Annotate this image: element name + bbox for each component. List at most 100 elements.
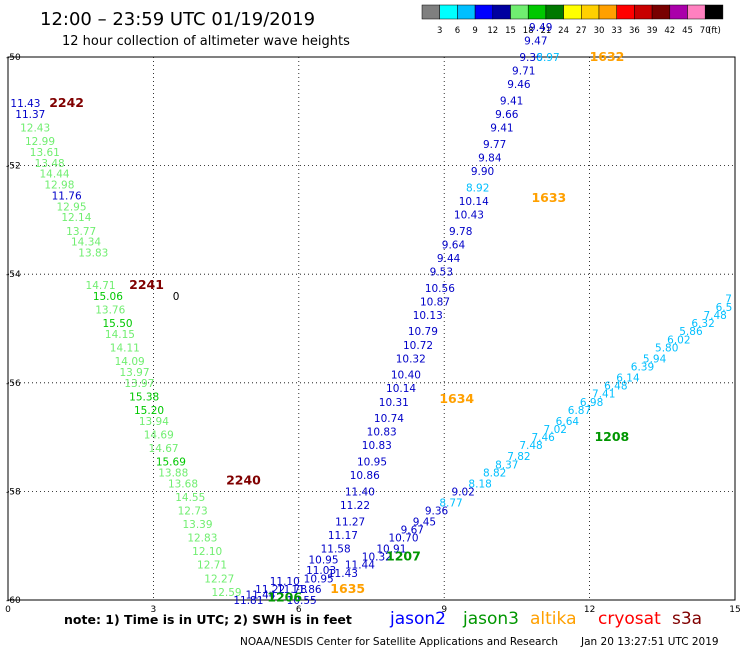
point-2-19: 6.87	[568, 405, 591, 417]
point-1-13: 11.40	[345, 486, 375, 498]
point-1-37: 9.77	[483, 139, 506, 151]
point-0-34: 12.83	[187, 533, 217, 545]
point-1-42: 9.71	[512, 66, 535, 78]
point-0-14: 14.71	[86, 280, 116, 292]
point-2-26: 5.80	[655, 343, 678, 355]
point-0-3: 12.99	[25, 136, 55, 148]
pass-label-6: 2240	[226, 473, 261, 488]
colorbar-label-4: 15	[505, 26, 516, 36]
point-1-39: 9.66	[495, 109, 519, 121]
point-0-12: 14.34	[71, 237, 101, 249]
point-1-32: 10.43	[454, 209, 484, 221]
point-2-13: 8.37	[495, 459, 518, 471]
point-0-2: 12.43	[20, 123, 50, 135]
point-1-4: 11.78	[277, 584, 307, 596]
colorbar-label-9: 30	[594, 26, 605, 36]
point-2-18: 6.64	[556, 416, 580, 428]
colorbar-swatch-7	[545, 4, 564, 20]
point-1-15: 10.95	[357, 457, 387, 469]
colorbar-label-3: 12	[487, 26, 498, 36]
y-tick-label-5: -60	[6, 596, 21, 606]
colorbar-swatch-3	[474, 4, 494, 20]
point-1-25: 10.13	[413, 310, 443, 322]
colorbar-label-0: 3	[437, 26, 442, 36]
point-2-24: 6.39	[631, 362, 654, 374]
point-1-9: 11.58	[321, 543, 351, 555]
pass-label-7: 1207	[386, 549, 421, 564]
point-1-2: 11.22	[255, 584, 285, 596]
point-0-17: 15.50	[103, 318, 133, 330]
point-2-29: 6.32	[691, 318, 714, 330]
legend-jason3: jason3	[462, 609, 519, 629]
point-0-31: 14.55	[175, 492, 205, 504]
point-1-24: 10.79	[408, 326, 438, 338]
colorbar-label-2: 9	[472, 26, 477, 36]
point-1-26: 10.87	[420, 296, 450, 308]
point-0-18: 14.15	[105, 329, 135, 341]
point-2-0: 11.86	[292, 584, 322, 596]
point-2-30: 7.48	[703, 310, 726, 322]
point-0-29: 13.88	[158, 467, 188, 479]
y-tick-label-1: -52	[6, 162, 21, 172]
point-2-8: 9.36	[425, 505, 449, 517]
chart-title: 12:00 – 23:59 UTC 01/19/2019	[40, 9, 315, 30]
x-tick-label-4: 12	[584, 605, 595, 615]
point-1-44: 9.47	[524, 36, 547, 48]
point-0-0: 11.43	[10, 98, 40, 110]
point-2-21: 7.41	[592, 389, 615, 401]
pass-label-5: 1208	[594, 429, 629, 444]
colorbar-swatch-2	[457, 4, 476, 20]
x-tick-label-0: 0	[5, 605, 11, 615]
point-1-38: 9.41	[490, 123, 513, 135]
point-0-8: 11.76	[52, 190, 82, 202]
pass-label-4: 1634	[439, 391, 474, 406]
point-2-17: 7.02	[544, 424, 567, 436]
point-0-5: 13.48	[35, 158, 65, 170]
point-0-38: 12.59	[212, 587, 242, 599]
colorbar-swatch-4	[492, 4, 511, 20]
colorbar-label-8: 27	[576, 26, 587, 36]
point-2-4: 10.91	[376, 543, 406, 555]
footer-timestamp: Jan 20 13:27:51 UTC 2019	[580, 636, 719, 648]
point-1-45: 9.49	[529, 22, 552, 34]
colorbar-swatch-15	[687, 4, 706, 20]
y-tick-label-2: -54	[6, 270, 21, 280]
point-1-6: 10.95	[304, 573, 334, 585]
data-points: 11.4311.3712.4312.9913.6113.4814.4412.98…	[10, 22, 732, 607]
point-1-30: 9.64	[442, 239, 466, 251]
point-2-28: 5.86	[679, 326, 703, 338]
y-tick-label-3: -56	[6, 379, 21, 389]
point-0-15: 15.06	[93, 291, 123, 303]
colorbar-swatch-16	[704, 4, 724, 20]
point-0-11: 13.77	[66, 226, 96, 238]
pass-label-2: 1633	[531, 190, 566, 205]
x-tick-label-2: 6	[296, 605, 302, 615]
stray-label: 0	[173, 291, 180, 303]
colorbar-swatch-5	[510, 4, 529, 20]
point-1-43: 9.36	[519, 52, 543, 64]
point-1-16: 10.83	[362, 440, 392, 452]
point-1-14: 10.86	[350, 470, 380, 482]
point-0-27: 14.67	[149, 443, 179, 455]
point-2-9: 8.77	[439, 497, 462, 509]
x-tick-label-1: 3	[151, 605, 157, 615]
point-1-36: 9.84	[478, 152, 502, 164]
colorbar-label-5: 18	[523, 26, 534, 36]
point-0-37: 12.27	[204, 573, 234, 585]
point-1-29: 9.44	[437, 253, 461, 265]
colorbar-label-11: 36	[629, 26, 640, 36]
y-tick-label-0: -50	[6, 53, 21, 63]
point-2-1: 11.43	[328, 568, 358, 580]
point-1-22: 10.32	[396, 353, 426, 365]
x-tick-label-3: 9	[441, 605, 447, 615]
point-1-21: 10.40	[391, 370, 421, 382]
colorbar-label-6: 21	[540, 26, 551, 36]
point-1-1: 11.44	[245, 590, 275, 602]
point-2-25: 5.94	[643, 353, 667, 365]
colorbar-swatch-0	[421, 4, 440, 20]
satellite-legend: jason2 jason3 altika cryosat s3a	[389, 609, 702, 629]
legend-s3a: s3a	[672, 609, 702, 629]
pass-label-9: 1206	[267, 589, 302, 604]
chart-subtitle: 12 hour collection of altimeter wave hei…	[62, 34, 350, 49]
legend-altika: altika	[530, 609, 577, 629]
